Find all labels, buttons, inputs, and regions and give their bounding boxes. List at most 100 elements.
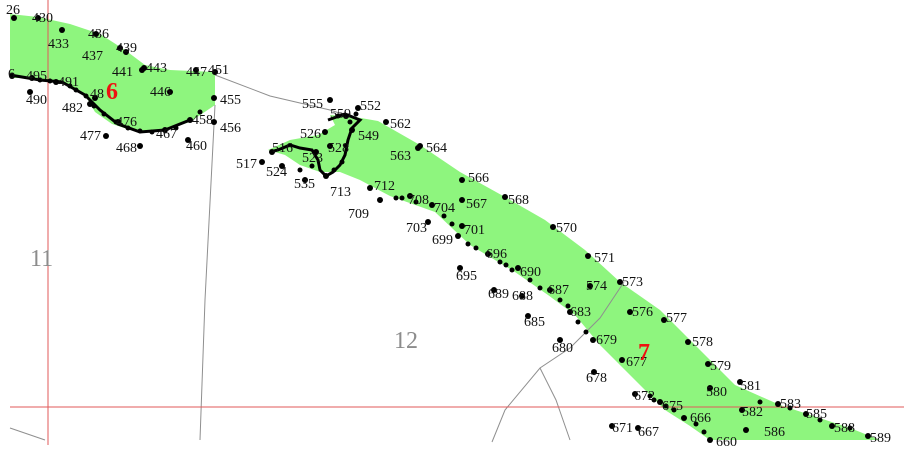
area-number-7[interactable]: 7: [638, 340, 650, 366]
survey-point-dot[interactable]: [685, 339, 691, 345]
survey-point-dot[interactable]: [167, 89, 173, 95]
survey-point-dot[interactable]: [519, 293, 525, 299]
survey-point-dot[interactable]: [585, 253, 591, 259]
survey-point-dot[interactable]: [550, 224, 556, 230]
survey-point-dot[interactable]: [141, 65, 147, 71]
survey-point-dot[interactable]: [355, 105, 361, 111]
survey-point-dot[interactable]: [407, 193, 413, 199]
survey-point-dot: [647, 393, 653, 399]
survey-point-dot[interactable]: [123, 49, 129, 55]
survey-point-dot[interactable]: [590, 337, 596, 343]
area-number-6[interactable]: 6: [106, 79, 118, 105]
survey-point-dot[interactable]: [417, 143, 423, 149]
survey-point-dot[interactable]: [619, 357, 625, 363]
survey-point-dot[interactable]: [632, 391, 638, 397]
survey-point-dot[interactable]: [259, 159, 265, 165]
area-6-polygon[interactable]: [10, 14, 215, 133]
survey-point-dot[interactable]: [617, 279, 623, 285]
survey-point-dot[interactable]: [743, 427, 749, 433]
survey-point-dot[interactable]: [587, 283, 593, 289]
survey-point-label: 585: [806, 407, 827, 422]
survey-point-label: 695: [456, 269, 477, 284]
survey-point-dot[interactable]: [11, 15, 17, 21]
survey-point-dot[interactable]: [515, 265, 521, 271]
survey-point-label: 523: [302, 151, 323, 166]
survey-point-dot[interactable]: [627, 309, 633, 315]
survey-point-dot[interactable]: [211, 95, 217, 101]
survey-point-dot[interactable]: [35, 15, 41, 21]
survey-point-label: 581: [740, 379, 761, 394]
survey-point-dot[interactable]: [567, 309, 573, 315]
survey-point-dot[interactable]: [502, 194, 508, 200]
survey-point-dot[interactable]: [609, 423, 615, 429]
survey-point-label: 577: [666, 311, 687, 326]
survey-point-dot: [847, 425, 853, 431]
survey-point-dot[interactable]: [457, 265, 463, 271]
parcel-number-12: 12: [394, 328, 418, 354]
survey-point-dot[interactable]: [557, 337, 563, 343]
survey-point-dot[interactable]: [459, 177, 465, 183]
survey-point-dot: [441, 213, 447, 219]
survey-point-dot[interactable]: [485, 251, 491, 257]
survey-point-label: 535: [294, 177, 315, 192]
survey-point-dot[interactable]: [212, 69, 218, 75]
survey-point-dot[interactable]: [92, 95, 98, 101]
survey-point-dot[interactable]: [657, 399, 663, 405]
survey-point-dot[interactable]: [459, 197, 465, 203]
survey-point-label: 549: [358, 129, 379, 144]
survey-point-dot: [817, 417, 823, 423]
survey-point-dot[interactable]: [103, 133, 109, 139]
survey-point-dot[interactable]: [775, 401, 781, 407]
survey-point-dot[interactable]: [829, 423, 835, 429]
survey-point-dot[interactable]: [865, 433, 871, 439]
survey-point-label: 566: [468, 171, 489, 186]
survey-point-dot[interactable]: [491, 287, 497, 293]
survey-point-dot[interactable]: [383, 119, 389, 125]
survey-point-label: 582: [742, 405, 763, 420]
survey-point-label: 704: [434, 201, 455, 216]
survey-point-dot[interactable]: [322, 129, 328, 135]
survey-point-dot[interactable]: [327, 143, 333, 149]
survey-point-dot[interactable]: [525, 313, 531, 319]
survey-point-dot[interactable]: [739, 407, 745, 413]
survey-point-dot[interactable]: [547, 287, 553, 293]
survey-point-dot[interactable]: [137, 143, 143, 149]
survey-point-label: 555: [302, 97, 323, 112]
survey-point-dot[interactable]: [193, 67, 199, 73]
survey-point-dot[interactable]: [707, 437, 713, 443]
survey-point-dot[interactable]: [803, 411, 809, 417]
survey-point-label: 586: [764, 425, 785, 440]
survey-point-label: 703: [406, 221, 427, 236]
survey-point-label: 517: [236, 157, 257, 172]
survey-point-label: 713: [330, 185, 351, 200]
survey-point-dot[interactable]: [455, 233, 461, 239]
survey-point-dot: [565, 303, 571, 309]
survey-point-dot[interactable]: [707, 385, 713, 391]
survey-point-dot: [509, 267, 515, 273]
survey-point-dot[interactable]: [661, 317, 667, 323]
survey-point-dot[interactable]: [367, 185, 373, 191]
survey-point-dot[interactable]: [737, 379, 743, 385]
survey-point-dot[interactable]: [377, 197, 383, 203]
survey-point-dot[interactable]: [459, 223, 465, 229]
survey-point-dot[interactable]: [591, 369, 597, 375]
boundary-line: [539, 367, 571, 441]
survey-point-label: 495: [26, 69, 47, 84]
survey-point-dot[interactable]: [93, 31, 99, 37]
survey-point-dot[interactable]: [635, 425, 641, 431]
survey-point-label: 671: [612, 421, 633, 436]
area-7-polygon[interactable]: [268, 115, 880, 440]
survey-point-dot[interactable]: [211, 119, 217, 125]
survey-point-dot[interactable]: [27, 89, 33, 95]
survey-point-dot[interactable]: [705, 361, 711, 367]
survey-point-dot[interactable]: [327, 97, 333, 103]
survey-point-dot[interactable]: [425, 219, 431, 225]
survey-point-dot[interactable]: [279, 163, 285, 169]
survey-point-dot[interactable]: [185, 137, 191, 143]
survey-point-dot: [197, 109, 203, 115]
survey-point-dot[interactable]: [429, 202, 435, 208]
survey-point-dot[interactable]: [59, 27, 65, 33]
survey-point-dot[interactable]: [117, 45, 123, 51]
survey-point-dot[interactable]: [681, 415, 687, 421]
survey-point-dot[interactable]: [302, 177, 308, 183]
